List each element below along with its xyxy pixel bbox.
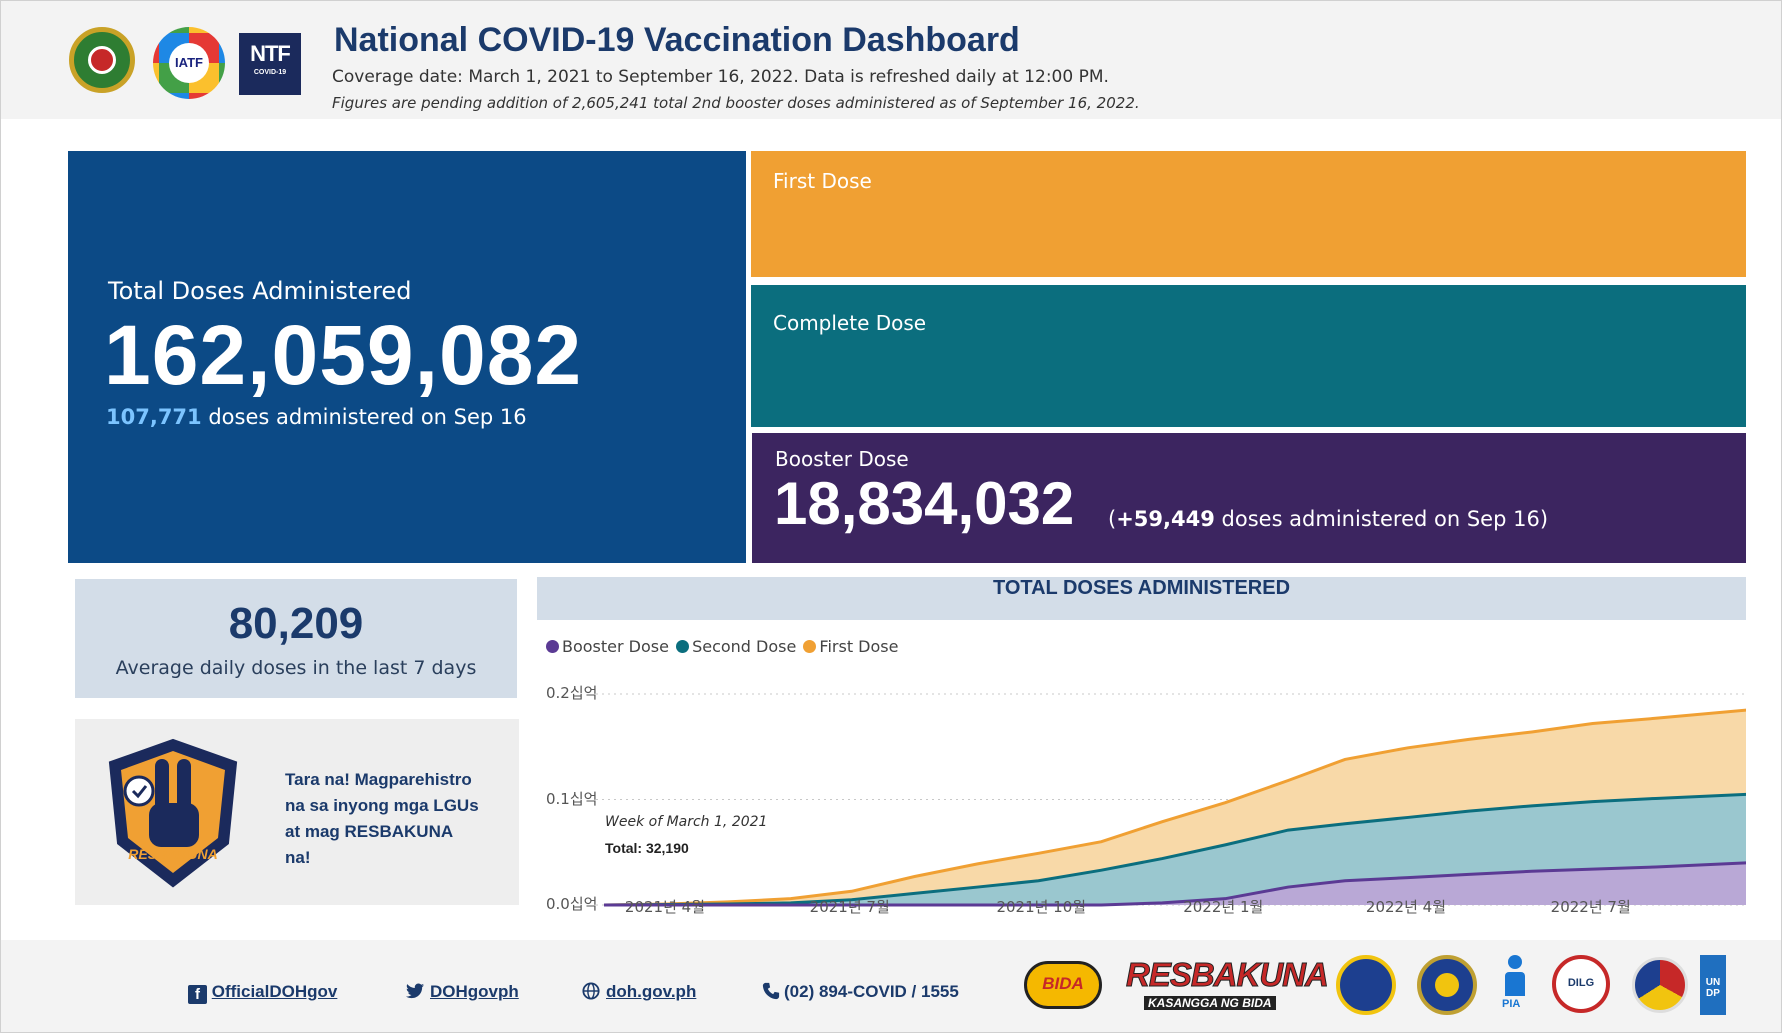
x-tick-label: 2021년 10월 bbox=[996, 898, 1087, 916]
total-doses-chart[interactable] bbox=[537, 660, 1746, 916]
resbakuna-shield-logo: RESBAKUNA bbox=[108, 738, 238, 888]
total-daily-value: 107,771 bbox=[106, 405, 202, 429]
x-tick-label: 2022년 4월 bbox=[1365, 898, 1447, 916]
x-tick-label: 2021년 4월 bbox=[624, 898, 706, 916]
footer-bar bbox=[1, 940, 1781, 1032]
chart-legend: Booster Dose Second Dose First Dose bbox=[546, 637, 900, 656]
doh-seal-logo bbox=[69, 27, 135, 93]
bida-logo: BIDA bbox=[1024, 961, 1102, 1009]
hotline-text: (02) 894-COVID / 1555 bbox=[762, 982, 959, 1002]
tooltip-date: Week of March 1, 2021 bbox=[605, 814, 768, 830]
pia-logo: PIA bbox=[1502, 955, 1528, 1013]
y-tick-label: 0.0십억 bbox=[546, 895, 598, 913]
website-link[interactable]: doh.gov.ph bbox=[582, 982, 696, 1002]
coverage-text: Coverage date: March 1, 2021 to Septembe… bbox=[332, 67, 1109, 87]
average-daily-card: 80,209 Average daily doses in the last 7… bbox=[75, 579, 517, 698]
ntf-logo: NTF COVID-19 bbox=[239, 33, 301, 95]
total-doses-value: 162,059,082 bbox=[104, 308, 583, 402]
register-card: RESBAKUNA Tara na! Magparehistro na sa i… bbox=[75, 719, 519, 905]
booster-dose-label: Booster Dose bbox=[775, 447, 909, 471]
legend-dot-second bbox=[676, 640, 690, 653]
booster-dose-card: Booster Dose 18,834,032 (+59,449 doses a… bbox=[752, 433, 1746, 563]
booster-daily-value: +59,449 bbox=[1116, 507, 1215, 531]
globe-icon bbox=[582, 982, 600, 1000]
twitter-link[interactable]: DOHgovph bbox=[406, 982, 519, 1002]
first-dose-label: First Dose bbox=[773, 169, 872, 193]
total-daily-line: 107,771 doses administered on Sep 16 bbox=[106, 405, 527, 429]
twitter-icon bbox=[406, 983, 424, 999]
average-daily-value: 80,209 bbox=[228, 599, 364, 648]
line-first-dose[interactable] bbox=[603, 708, 1746, 907]
chart-heading: TOTAL DOSES ADMINISTERED bbox=[537, 577, 1746, 620]
line-booster-dose[interactable] bbox=[604, 861, 1746, 907]
phone-icon bbox=[762, 982, 780, 1000]
total-daily-text: doses administered on Sep 16 bbox=[208, 405, 527, 429]
undp-logo: UNDP bbox=[1700, 955, 1726, 1015]
total-doses-label: Total Doses Administered bbox=[108, 277, 412, 305]
iatf-logo: IATF bbox=[153, 27, 225, 99]
facebook-link[interactable]: f OfficialDOHgov bbox=[188, 982, 337, 1004]
agency-seal-logo bbox=[1632, 957, 1688, 1013]
facebook-icon: f bbox=[188, 985, 207, 1004]
line-second-dose[interactable] bbox=[603, 792, 1746, 907]
tooltip-total: Total: 32,190 bbox=[605, 840, 689, 856]
booster-daily-line: (+59,449 doses administered on Sep 16) bbox=[1108, 507, 1549, 531]
x-tick-label: 2021년 7월 bbox=[809, 898, 890, 916]
booster-dose-value: 18,834,032 bbox=[774, 470, 1075, 537]
area-booster-dose[interactable] bbox=[604, 862, 1746, 905]
legend-item-second[interactable]: Second Dose bbox=[676, 637, 796, 656]
x-tick-label: 2022년 1월 bbox=[1183, 898, 1264, 916]
dilg-seal-logo: DILG bbox=[1552, 955, 1610, 1013]
legend-dot-booster bbox=[546, 640, 559, 653]
government-seal-logo bbox=[1417, 955, 1477, 1015]
complete-dose-card: Complete Dose bbox=[751, 285, 1746, 427]
resbakuna-logo: RESBAKUNA KASANGGA NG BIDA bbox=[1126, 956, 1329, 1010]
register-message: Tara na! Magparehistro na sa inyong mga … bbox=[285, 770, 479, 867]
complete-dose-label: Complete Dose bbox=[773, 311, 927, 335]
y-tick-label: 0.2십억 bbox=[546, 684, 598, 702]
svg-text:RESBAKUNA: RESBAKUNA bbox=[128, 846, 217, 862]
first-dose-card: First Dose bbox=[751, 151, 1746, 277]
pcoo-seal-logo bbox=[1336, 955, 1396, 1015]
x-tick-label: 2022년 7월 bbox=[1550, 898, 1631, 916]
legend-item-first[interactable]: First Dose bbox=[803, 637, 898, 656]
total-doses-card: Total Doses Administered 162,059,082 107… bbox=[68, 151, 746, 563]
booster-daily-text: doses administered on Sep 16) bbox=[1221, 507, 1549, 531]
legend-item-booster[interactable]: Booster Dose bbox=[546, 637, 669, 656]
pending-note: Figures are pending addition of 2,605,24… bbox=[332, 94, 1140, 112]
header-bar: IATF NTF COVID-19 National COVID-19 Vacc… bbox=[1, 1, 1781, 119]
page-title: National COVID-19 Vaccination Dashboard bbox=[334, 21, 1020, 59]
average-daily-label: Average daily doses in the last 7 days bbox=[115, 657, 477, 679]
legend-dot-first bbox=[803, 640, 817, 653]
y-tick-label: 0.1십억 bbox=[546, 789, 598, 808]
